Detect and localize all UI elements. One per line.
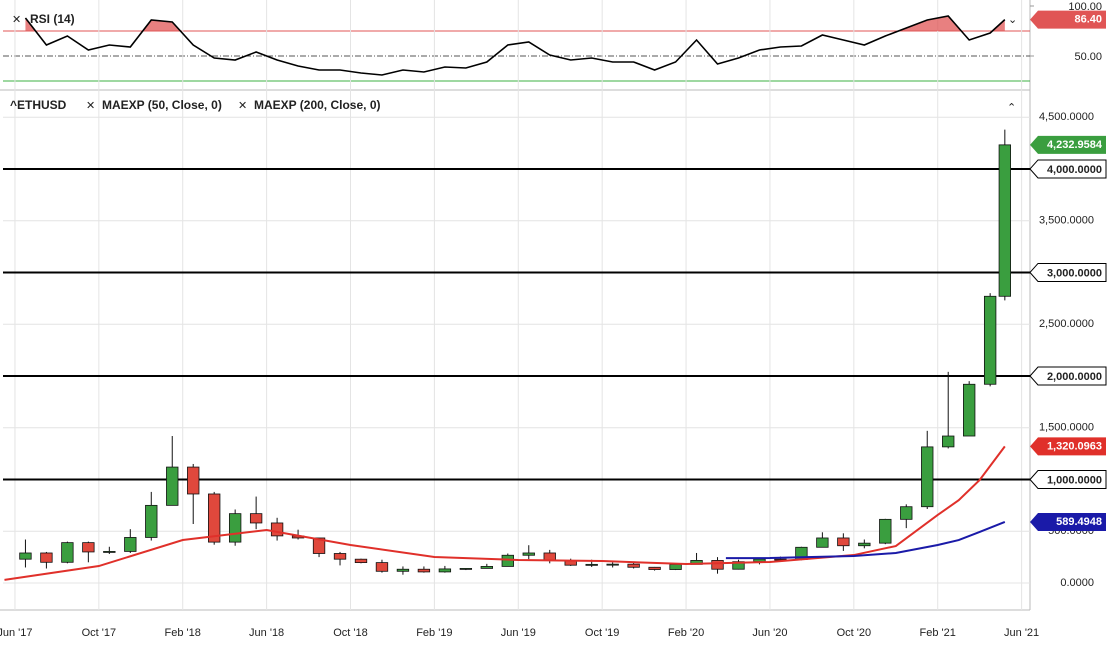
candle-body	[375, 562, 389, 572]
candle-body	[998, 144, 1012, 297]
y-tick-label: 50.00	[1074, 51, 1102, 63]
candle-body	[187, 466, 200, 495]
hline-label: 1,000.0000	[1047, 474, 1102, 486]
candle-body	[606, 563, 619, 566]
close-icon[interactable]: ✕	[86, 100, 95, 112]
candle-body	[942, 435, 955, 448]
x-tick-label: Feb '21	[920, 627, 956, 639]
y-tick-label: 0.0000	[1060, 577, 1094, 589]
ma50-legend: MAEXP (50, Close, 0)	[102, 98, 222, 112]
rsi-last-label: 86.40	[1074, 14, 1102, 26]
candle-body	[438, 568, 452, 573]
hline-tag-box	[1029, 469, 1107, 489]
x-tick-label: Feb '18	[165, 627, 201, 639]
y-tick-label: 1,500.0000	[1039, 422, 1094, 434]
collapse-icon[interactable]: ⌃	[1007, 102, 1016, 114]
candle-body	[879, 518, 892, 544]
price-last-label-box	[1030, 135, 1106, 154]
candle-body	[837, 537, 850, 547]
candle-body	[40, 552, 53, 563]
candle-body	[480, 566, 493, 569]
hline-tag-box	[1029, 159, 1107, 179]
ma-last-label: 1,320.0963	[1047, 440, 1102, 452]
candle-body	[103, 551, 116, 553]
y-tick-label: 2,500.0000	[1039, 318, 1094, 330]
rsi-legend: RSI (14)	[30, 12, 75, 26]
ma-last-label-box	[1030, 437, 1106, 456]
candle-body	[983, 295, 997, 385]
candle-body	[732, 561, 745, 570]
candle-body	[270, 522, 284, 537]
candle-body	[166, 466, 179, 506]
x-tick-label: Feb '19	[416, 627, 452, 639]
hline-label: 3,000.0000	[1047, 267, 1102, 279]
y-tick-label: 100.00	[1068, 1, 1102, 13]
candle-body	[900, 506, 913, 520]
candle-body	[124, 537, 137, 552]
candle-body	[354, 558, 368, 564]
candle-body	[963, 383, 976, 437]
candle-body	[669, 563, 682, 570]
x-tick-label: Oct '19	[585, 627, 620, 639]
hline-tag-box	[1029, 262, 1107, 282]
candle-body	[627, 563, 640, 568]
overbought-fill	[25, 16, 1005, 31]
candle-body	[417, 568, 431, 573]
price-last-label: 4,232.9584	[1047, 139, 1103, 151]
ma-last-label-box	[1030, 512, 1106, 531]
candle-body	[19, 552, 32, 560]
candle-body	[522, 552, 535, 556]
candle-body	[585, 563, 598, 566]
x-tick-label: Oct '18	[333, 627, 368, 639]
candle-body	[249, 513, 263, 524]
x-tick-label: Jun '21	[1004, 627, 1039, 639]
ma-last-label: 589.4948	[1056, 516, 1102, 528]
candle-body	[396, 568, 410, 572]
x-tick-label: Jun '18	[249, 627, 284, 639]
candle-body	[921, 446, 934, 508]
x-tick-label: Oct '17	[82, 627, 117, 639]
x-tick-label: Jun '17	[0, 627, 33, 639]
moving-average-line	[725, 521, 1006, 560]
price-legend: ^ETHUSD	[10, 98, 67, 112]
ma200-legend: MAEXP (200, Close, 0)	[254, 98, 381, 112]
candle-body	[145, 504, 158, 538]
candle-body	[333, 553, 347, 560]
hline-label: 2,000.0000	[1047, 371, 1102, 383]
candle-body	[543, 552, 556, 561]
hline-label: 4,000.0000	[1047, 164, 1102, 176]
x-tick-label: Feb '20	[668, 627, 704, 639]
rsi-line	[24, 15, 1006, 76]
collapse-icon[interactable]: ⌄	[1008, 14, 1017, 26]
candle-body	[312, 537, 326, 554]
candle-body	[208, 493, 221, 543]
close-icon[interactable]: ✕	[238, 100, 247, 112]
rsi-last-label-box	[1030, 10, 1106, 29]
candle-body	[816, 537, 829, 548]
candle-body	[648, 566, 661, 570]
candle-body	[228, 513, 242, 543]
candle-body	[459, 568, 473, 570]
candle-body	[711, 560, 724, 570]
moving-average-line	[4, 445, 1006, 581]
x-tick-label: Oct '20	[837, 627, 872, 639]
candle-body	[501, 554, 514, 567]
y-tick-label: 3,500.0000	[1039, 215, 1094, 227]
candle-body	[858, 542, 871, 547]
x-tick-label: Jun '20	[752, 627, 787, 639]
x-tick-label: Jun '19	[501, 627, 536, 639]
y-tick-label: 4,500.0000	[1039, 111, 1094, 123]
close-icon[interactable]: ✕	[12, 14, 21, 26]
candle-body	[82, 542, 95, 553]
candle-body	[61, 542, 74, 563]
hline-tag-box	[1029, 366, 1107, 386]
candle-body	[774, 558, 787, 561]
